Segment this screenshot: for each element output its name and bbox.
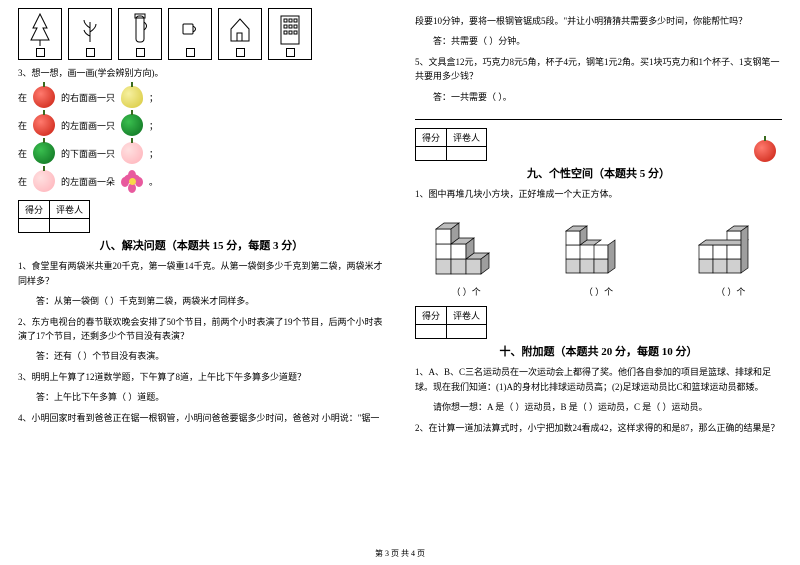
checkbox[interactable] xyxy=(236,48,245,57)
grader-header: 评卷人 xyxy=(447,128,487,146)
cube-figure-icon xyxy=(558,209,638,279)
q8-5: 5、文具盒12元，巧克力8元5角，杯子4元，钢笔1元2角。买1块巧克力和1个杯子… xyxy=(415,55,782,84)
section-8-title: 八、解决问题（本题共 15 分，每题 3 分） xyxy=(18,237,385,253)
cube-label: （ ）个 xyxy=(558,285,638,298)
building-icon xyxy=(277,9,303,48)
draw-line-2: 在 的左面画一只 ； xyxy=(18,114,385,136)
apple-icon xyxy=(33,114,55,136)
q9-1: 1、图中再堆几块小方块，正好堆成一个大正方体。 xyxy=(415,187,782,201)
cube-figure-icon xyxy=(691,209,771,279)
pic-box-thermos xyxy=(118,8,162,60)
q8-2: 2、东方电视台的春节联欢晚会安排了50个节目，前两个小时表演了19个节目，后两个… xyxy=(18,315,385,344)
q3-text: 3、想一想，画一画(学会辨别方向)。 xyxy=(18,66,385,80)
target: 的左面画一朵 xyxy=(61,175,115,188)
page: 3、想一想，画一画(学会辨别方向)。 在 的右面画一只 ； 在 的左面画一只 ；… xyxy=(0,0,800,540)
divider xyxy=(415,108,782,120)
section-10-title: 十、附加题（本题共 20 分，每题 10 分） xyxy=(415,343,782,359)
cube-label: （ ）个 xyxy=(426,285,506,298)
floating-apple-icon xyxy=(754,140,776,162)
q8-1: 1、食堂里有两袋米共重20千克，第一袋重14千克。从第一袋倒多少千克到第二袋，两… xyxy=(18,259,385,288)
peach-icon xyxy=(121,142,143,164)
checkbox[interactable] xyxy=(186,48,195,57)
tree-icon xyxy=(27,9,53,48)
draw-line-3: 在 的下面画一只 ； xyxy=(18,142,385,164)
peach-icon xyxy=(33,170,55,192)
prefix: 在 xyxy=(18,147,27,160)
score-header: 得分 xyxy=(416,307,447,325)
picture-box-row xyxy=(18,8,385,60)
punct: ； xyxy=(149,119,158,132)
thermos-icon xyxy=(130,9,150,48)
cube-1: （ ）个 xyxy=(426,209,506,298)
punct: ； xyxy=(149,91,158,104)
cup-icon xyxy=(179,9,201,48)
cube-2: （ ）个 xyxy=(558,209,638,298)
checkbox[interactable] xyxy=(86,48,95,57)
a8-5: 答：一共需要（ ）。 xyxy=(415,90,782,104)
q8-3: 3、明明上午算了12道数学题，下午算了8道，上午比下午多算多少道题？ xyxy=(18,370,385,384)
checkbox[interactable] xyxy=(136,48,145,57)
pic-box-tree xyxy=(18,8,62,60)
q10-1b: 请你想一想：A 是（ ）运动员，B 是（ ）运动员，C 是（ ）运动员。 xyxy=(415,400,782,414)
cube-3: （ ）个 xyxy=(691,209,771,298)
q8-4-cont: 段要10分钟，要将一根钢管锯成5段。"并让小明猜猜共需要多少时间，你能帮忙吗？ xyxy=(415,14,782,28)
melon-icon xyxy=(33,142,55,164)
a8-3: 答：上午比下午多算（ ）道题。 xyxy=(18,390,385,404)
pic-box-plant xyxy=(68,8,112,60)
target: 的左面画一只 xyxy=(61,119,115,132)
checkbox[interactable] xyxy=(36,48,45,57)
score-cell[interactable] xyxy=(19,219,50,233)
apple-icon xyxy=(33,86,55,108)
cube-label: （ ）个 xyxy=(691,285,771,298)
prefix: 在 xyxy=(18,119,27,132)
plant-icon xyxy=(80,9,100,48)
pic-box-cup xyxy=(168,8,212,60)
grader-cell[interactable] xyxy=(447,325,487,339)
score-cell[interactable] xyxy=(416,325,447,339)
pic-box-building xyxy=(268,8,312,60)
a8-2: 答：还有（ ）个节目没有表演。 xyxy=(18,349,385,363)
grader-header: 评卷人 xyxy=(50,201,90,219)
grader-cell[interactable] xyxy=(447,146,487,160)
target: 的右面画一只 xyxy=(61,91,115,104)
checkbox[interactable] xyxy=(286,48,295,57)
score-table-8: 得分 评卷人 xyxy=(18,200,90,233)
q10-2: 2、在计算一道加法算式时，小宁把加数24看成42，这样求得的和是87，那么正确的… xyxy=(415,421,782,435)
right-column: 段要10分钟，要将一根钢管锯成5段。"并让小明猜猜共需要多少时间，你能帮忙吗？ … xyxy=(415,8,782,540)
section-9-title: 九、个性空间（本题共 5 分） xyxy=(415,165,782,181)
left-column: 3、想一想，画一画(学会辨别方向)。 在 的右面画一只 ； 在 的左面画一只 ；… xyxy=(18,8,385,540)
grader-header: 评卷人 xyxy=(447,307,487,325)
pic-box-house xyxy=(218,8,262,60)
flower-icon xyxy=(121,170,143,192)
pear-icon xyxy=(121,86,143,108)
score-table-10: 得分 评卷人 xyxy=(415,306,487,339)
prefix: 在 xyxy=(18,175,27,188)
score-header: 得分 xyxy=(416,128,447,146)
prefix: 在 xyxy=(18,91,27,104)
punct: 。 xyxy=(149,175,158,188)
score-cell[interactable] xyxy=(416,146,447,160)
q8-4: 4、小明回家时看到爸爸正在锯一根钢管，小明问爸爸要锯多少时间，爸爸对 小明说："… xyxy=(18,411,385,425)
page-footer: 第 3 页 共 4 页 xyxy=(0,548,800,559)
score-table-9: 得分 评卷人 xyxy=(415,128,487,161)
cube-figure-icon xyxy=(426,209,506,279)
target: 的下面画一只 xyxy=(61,147,115,160)
a8-4: 答：共需要（ ）分钟。 xyxy=(415,34,782,48)
cube-row: （ ）个 （ ）个 xyxy=(415,209,782,298)
melon-icon xyxy=(121,114,143,136)
a8-1: 答：从第一袋倒（ ）千克到第二袋，两袋米才同样多。 xyxy=(18,294,385,308)
punct: ； xyxy=(149,147,158,160)
q10-1: 1、A、B、C三名运动员在一次运动会上都得了奖。他们各自参加的项目是篮球、排球和… xyxy=(415,365,782,394)
draw-line-1: 在 的右面画一只 ； xyxy=(18,86,385,108)
grader-cell[interactable] xyxy=(50,219,90,233)
score-header: 得分 xyxy=(19,201,50,219)
house-icon xyxy=(227,9,253,48)
draw-line-4: 在 的左面画一朵 。 xyxy=(18,170,385,192)
